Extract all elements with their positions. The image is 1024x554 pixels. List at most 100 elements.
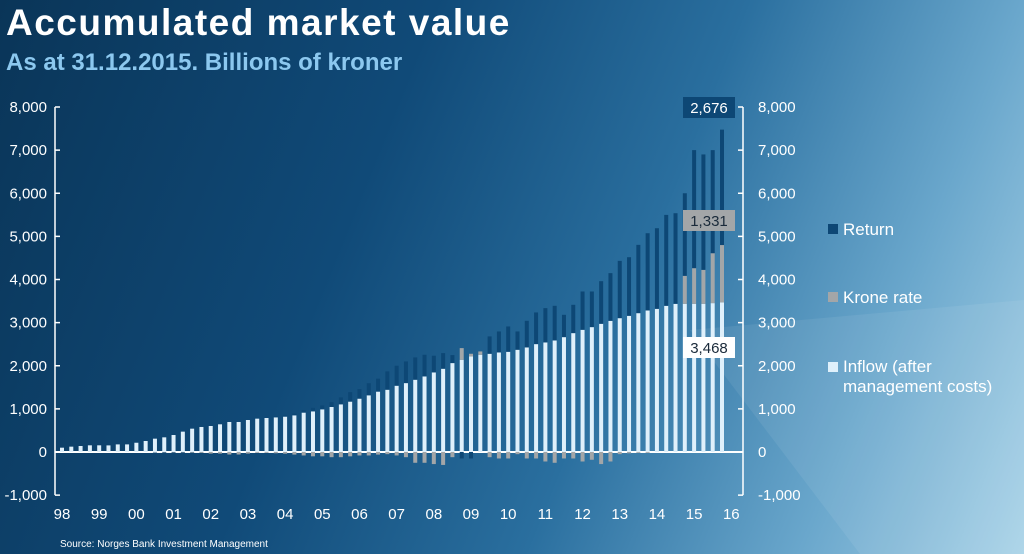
bar-inflow [534,344,539,452]
bar-return [720,129,724,246]
bar-krone [255,452,260,453]
data-label: 3,468 [690,340,728,357]
x-axis-tick-label: 02 [202,506,219,523]
bar-krone [301,452,306,456]
bar-krone [431,452,436,465]
bar-inflow [301,412,306,452]
data-label-box [683,337,735,358]
bar-inflow [561,337,566,452]
bar-inflow [78,446,83,452]
bar-return [617,260,622,319]
bar-inflow [329,406,334,452]
bar-inflow [450,363,455,452]
bar-inflow [506,351,511,452]
bar-return [469,452,474,459]
left-axis-tick-label: 1,000 [9,401,47,418]
bar-krone [543,452,548,462]
legend-swatch-krone [828,292,838,302]
right-axis-tick-label: -1,000 [758,487,801,504]
data-label-box [683,210,735,231]
bar-return [366,383,371,396]
source-note: Source: Norges Bank Investment Managemen… [60,539,268,550]
bar-return [459,452,464,459]
x-axis-tick-label: 07 [388,506,405,523]
bar-return [376,378,381,392]
bar-return [218,453,223,455]
legend-item-return: Return [828,220,894,240]
bar-inflow [636,313,641,452]
legend-label-inflow: Inflow (after management costs) [843,357,993,396]
bar-krone [515,452,520,455]
bar-return [171,452,176,454]
x-axis-tick-label: 12 [574,506,591,523]
bar-krone [701,269,706,304]
bar-inflow [394,385,399,452]
right-axis-tick-label: 1,000 [758,401,796,418]
bar-inflow [199,426,204,452]
bar-inflow [413,379,418,452]
bar-krone [636,452,641,453]
bar-inflow [552,340,557,452]
bar-return [664,214,669,306]
bar-krone [692,268,697,304]
right-axis-tick-label: 7,000 [758,142,796,159]
bar-return [431,355,436,373]
bar-krone [376,452,381,455]
bar-inflow [338,404,343,452]
bar-krone [561,452,566,459]
bar-inflow [422,376,427,452]
x-axis-tick-label: 11 [538,506,554,523]
bar-krone [487,452,492,458]
bar-return [329,402,334,407]
bar-krone [506,452,511,459]
x-axis-tick-label: 98 [54,506,71,523]
bar-inflow [469,356,474,452]
bar-inflow [459,359,464,452]
bar-return [608,273,613,321]
bar-return [627,257,632,316]
x-axis-tick-label: 01 [165,506,182,523]
bar-inflow [264,417,269,452]
x-axis-tick-label: 05 [314,506,331,523]
bar-krone [190,452,195,453]
bar-return [441,353,446,369]
bar-return [561,314,566,338]
bar-krone [459,348,464,360]
bar-krone [720,245,724,303]
x-axis-tick-label: 10 [500,506,517,523]
legend-label-return: Return [843,220,895,239]
bar-inflow [162,437,167,452]
right-axis-tick-label: 6,000 [758,185,796,202]
bar-krone [292,452,297,455]
bar-inflow [87,445,92,452]
bar-krone [283,452,288,454]
bar-inflow [664,305,669,452]
x-axis-tick-label: 00 [128,506,145,523]
bar-inflow [125,444,130,452]
bar-krone [710,253,715,304]
bar-return [208,453,213,455]
bar-krone [469,353,474,357]
bar-return [645,233,650,311]
bar-inflow [645,310,650,452]
bar-krone [227,452,232,455]
bar-krone [441,452,446,465]
bar-return [292,413,297,416]
right-axis-tick-label: 8,000 [758,99,796,116]
bar-inflow [348,401,353,452]
bar-krone [199,452,204,453]
bar-return [450,355,455,364]
bar-krone [329,452,334,458]
bar-krone [218,452,223,454]
bar-krone [599,452,604,465]
bar-krone [394,452,399,456]
bar-krone [357,452,362,456]
bar-return [403,361,408,384]
bar-inflow [701,303,706,452]
bar-inflow [599,323,604,452]
bar-krone [534,452,539,459]
bar-krone [682,275,687,304]
x-axis-tick-label: 08 [425,506,442,523]
bar-inflow [710,303,715,452]
left-axis-tick-label: 0 [39,444,47,461]
